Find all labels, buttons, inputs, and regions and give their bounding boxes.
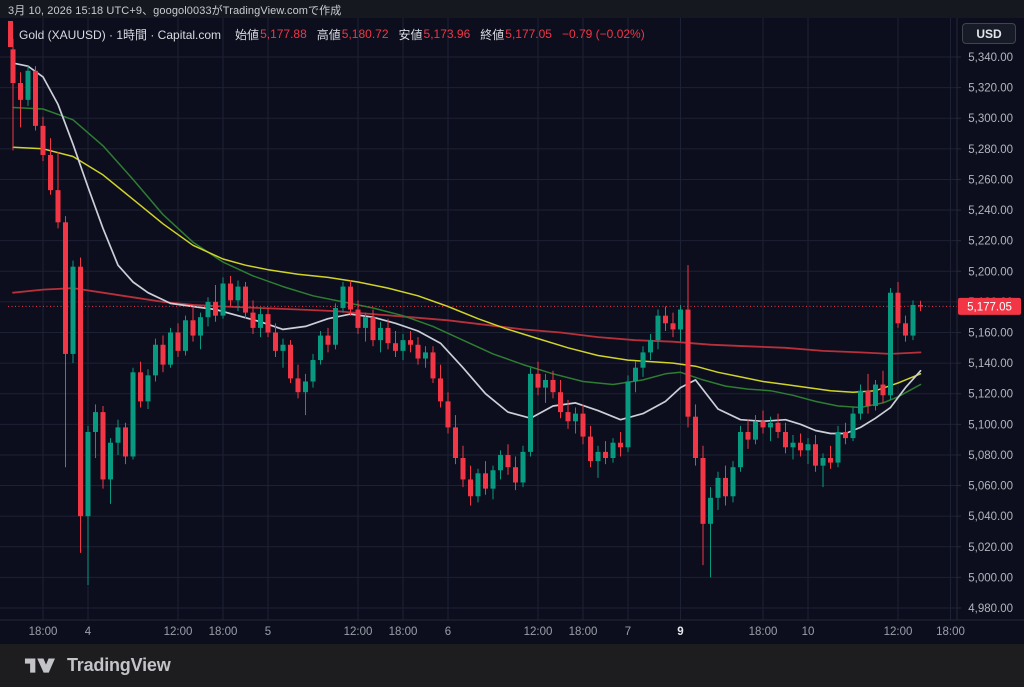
svg-text:18:00: 18:00: [209, 626, 238, 638]
price-chart-canvas[interactable]: 4,980.00 5,000.00 5,020.00 5,040.00 5,060.00…: [0, 18, 1024, 644]
symbol-legend[interactable]: Gold (XAUUSD) · 1時間 · Capital.com 始値 5,17…: [8, 21, 645, 47]
change-value: −0.79 (−0.02%): [561, 27, 645, 41]
svg-text:18:00: 18:00: [389, 626, 418, 638]
svg-text:5,120.00: 5,120.00: [968, 389, 1013, 401]
svg-text:5,340.00: 5,340.00: [968, 52, 1013, 64]
svg-text:6: 6: [445, 626, 451, 638]
series-color-bar: [8, 21, 13, 47]
svg-text:5,160.00: 5,160.00: [968, 328, 1013, 340]
svg-text:12:00: 12:00: [164, 626, 193, 638]
attribution-text: 3月 10, 2026 15:18 UTC+9、googol0033がTradi…: [8, 4, 342, 17]
svg-text:5: 5: [265, 626, 271, 638]
open-value: 5,177.88: [260, 27, 307, 41]
svg-text:12:00: 12:00: [884, 626, 913, 638]
ma-yellow: [12, 146, 922, 393]
svg-text:18:00: 18:00: [749, 626, 778, 638]
svg-text:12:00: 12:00: [344, 626, 373, 638]
tradingview-wordmark: TradingView: [67, 655, 171, 675]
svg-text:12:00: 12:00: [524, 626, 553, 638]
svg-text:5,260.00: 5,260.00: [968, 174, 1013, 186]
last-price-badge: 5,177.05: [958, 297, 1021, 315]
low-label: 安値: [398, 27, 423, 42]
chart-area[interactable]: 4,980.00 5,000.00 5,020.00 5,040.00 5,060.00…: [0, 18, 1024, 644]
high-label: 高値: [316, 27, 341, 42]
svg-text:18:00: 18:00: [29, 626, 58, 638]
footer-bar: TradingView: [0, 644, 1024, 687]
open-label: 始値: [235, 27, 260, 42]
symbol-title[interactable]: Gold (XAUUSD) · 1時間 · Capital.com: [19, 27, 222, 42]
close-value: 5,177.05: [505, 27, 552, 41]
grid-layer: [0, 18, 957, 620]
svg-text:5,140.00: 5,140.00: [968, 358, 1013, 370]
svg-text:5,220.00: 5,220.00: [968, 236, 1013, 248]
low-value: 5,173.96: [423, 27, 471, 41]
svg-text:9: 9: [677, 626, 683, 638]
svg-text:5,060.00: 5,060.00: [968, 481, 1013, 493]
svg-text:5,100.00: 5,100.00: [968, 419, 1013, 431]
ma-fast-white: [12, 62, 922, 435]
candles-layer: [10, 38, 923, 586]
attribution-bar: 3月 10, 2026 15:18 UTC+9、googol0033がTradi…: [0, 0, 1024, 19]
svg-text:5,200.00: 5,200.00: [968, 266, 1013, 278]
ma-green: [12, 106, 922, 409]
svg-text:18:00: 18:00: [936, 626, 965, 638]
currency-toggle-button[interactable]: USD: [962, 23, 1016, 44]
svg-text:7: 7: [625, 626, 631, 638]
svg-text:5,320.00: 5,320.00: [968, 83, 1013, 95]
svg-text:18:00: 18:00: [569, 626, 598, 638]
high-value: 5,180.72: [341, 27, 389, 41]
svg-text:5,280.00: 5,280.00: [968, 144, 1013, 156]
svg-text:5,000.00: 5,000.00: [968, 572, 1013, 584]
tradingview-logo[interactable]: TradingView: [24, 655, 171, 676]
tradingview-logo-icon: [24, 657, 55, 673]
svg-text:5,020.00: 5,020.00: [968, 542, 1013, 554]
svg-text:10: 10: [802, 626, 815, 638]
time-axis[interactable]: 18:00 4 12:00 18:00 5 12:00 18:00 6 12:00 18:00 7 9…: [29, 626, 965, 638]
svg-text:4,980.00: 4,980.00: [968, 603, 1013, 615]
ma-slow-red: [12, 287, 922, 355]
close-label: 終値: [480, 27, 505, 42]
svg-text:4: 4: [85, 626, 92, 638]
svg-text:5,240.00: 5,240.00: [968, 205, 1013, 217]
svg-text:5,080.00: 5,080.00: [968, 450, 1013, 462]
svg-text:5,300.00: 5,300.00: [968, 113, 1013, 125]
svg-text:5,177.05: 5,177.05: [967, 301, 1012, 313]
svg-text:5,040.00: 5,040.00: [968, 511, 1013, 523]
